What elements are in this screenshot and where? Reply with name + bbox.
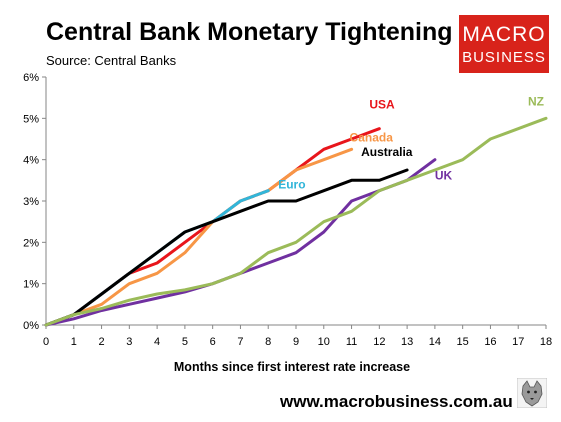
series-label-nz: NZ (528, 94, 544, 108)
y-tick-label: 4% (23, 155, 39, 167)
y-tick-label: 5% (23, 113, 39, 125)
x-tick-label: 5 (182, 336, 188, 348)
series-line-euro (44, 189, 270, 327)
x-tick-label: 12 (373, 336, 385, 348)
footer-url: www.macrobusiness.com.au (280, 392, 513, 411)
series-label-canada: Canada (350, 130, 394, 144)
x-tick-label: 0 (43, 336, 49, 348)
chart-series (44, 116, 548, 327)
y-tick-label: 2% (23, 237, 39, 249)
logo-line-1: MACRO (462, 23, 546, 46)
x-tick-label: 3 (126, 336, 132, 348)
x-tick-label: 11 (346, 336, 357, 348)
x-tick-label: 18 (540, 336, 552, 348)
x-tick-label: 14 (429, 336, 441, 348)
series-line-canada (44, 147, 354, 327)
x-tick-label: 4 (154, 336, 160, 348)
logo-line-2: BUSINESS (462, 49, 546, 66)
page-title: Central Bank Monetary Tightening (46, 18, 453, 46)
series-label-uk: UK (435, 169, 453, 183)
x-tick-label: 8 (265, 336, 271, 348)
chart-ticks: 0%1%2%3%4%5%6%0 1 2 3 4 5 6 7 8 9 10 11 12 13 14 15 16 17… (23, 72, 552, 348)
x-tick-label: 9 (293, 336, 299, 348)
series-line-australia (44, 168, 409, 327)
x-axis-label: Months since first interest rate increas… (174, 360, 410, 374)
x-tick-label: 2 (98, 336, 104, 348)
x-tick-label: 17 (512, 336, 524, 348)
y-tick-label: 6% (23, 72, 39, 84)
x-tick-label: 7 (237, 336, 243, 348)
x-tick-label: 1 (71, 336, 77, 348)
y-tick-label: 1% (23, 279, 39, 291)
chart-series-labels: USA Canada Euro Australia UK NZ (278, 94, 544, 191)
series-label-usa: USA (369, 98, 395, 112)
series-line-nz (44, 116, 548, 327)
x-tick-label: 13 (401, 336, 413, 348)
x-tick-label: 15 (457, 336, 469, 348)
x-tick-label: 10 (318, 336, 330, 348)
series-label-australia: Australia (361, 145, 413, 159)
wolf-icon (517, 378, 547, 408)
series-line-uk (44, 158, 437, 327)
y-tick-label: 3% (23, 196, 39, 208)
x-tick-label: 16 (484, 336, 496, 348)
macrobusiness-logo: MACRO BUSINESS (459, 15, 549, 73)
series-label-euro: Euro (278, 178, 305, 192)
chart-subtitle: Source: Central Banks (46, 53, 177, 68)
y-tick-label: 0% (23, 320, 39, 332)
x-tick-label: 6 (210, 336, 216, 348)
